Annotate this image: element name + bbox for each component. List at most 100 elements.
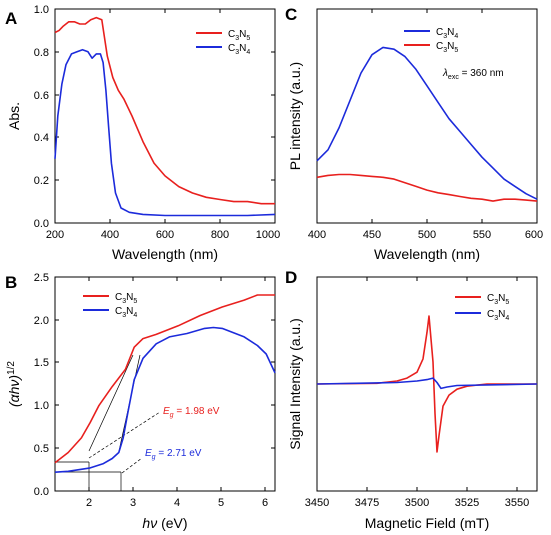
x-axis-label-d: Magnetic Field (mT) bbox=[365, 515, 489, 531]
x-axis-label-b: hν (eV) bbox=[142, 515, 187, 531]
x-tick-label: 3450 bbox=[305, 497, 329, 509]
series-lines-b bbox=[54, 294, 276, 473]
x-axis-label-b-unit: (eV) bbox=[157, 515, 187, 531]
y-tick-label: 1.0 bbox=[34, 400, 49, 412]
legend-label-c3n4: C3N4 bbox=[228, 43, 250, 56]
y-axis-label-b-main: (αhν) bbox=[6, 375, 22, 407]
x-tick-label: 4 bbox=[174, 497, 180, 509]
panel-d: 3450 3475 3500 3525 3550 Magnetic Field … bbox=[287, 276, 538, 531]
legend-b: C3N5 C3N4 bbox=[83, 292, 137, 319]
axis-ticks-d bbox=[316, 277, 518, 491]
series-line-c3n4 bbox=[316, 46, 538, 200]
series-line-c3n5 bbox=[54, 294, 275, 464]
x-tick-label: 6 bbox=[262, 497, 268, 509]
x-axis-label-b-symbol: hν bbox=[142, 515, 157, 531]
y-tick-labels-b: 0.0 0.5 1.0 1.5 2.0 2.5 bbox=[34, 272, 49, 498]
x-tick-label: 450 bbox=[363, 229, 381, 241]
panel-c: 400 450 500 550 600 Wavelength (nm) PL i… bbox=[287, 8, 543, 262]
legend-label-c3n5: C3N5 bbox=[487, 293, 509, 306]
y-tick-labels-a: 0.0 0.2 0.4 0.6 0.8 1.0 bbox=[34, 4, 49, 230]
legend-a: C3N5 C3N4 bbox=[196, 29, 250, 56]
y-tick-label: 0.0 bbox=[34, 486, 49, 498]
axis-ticks-b bbox=[55, 276, 275, 492]
panel-b: 0.0 0.5 1.0 1.5 2.0 2.5 2 3 4 5 6 hν (eV… bbox=[6, 272, 276, 531]
lambda-sub: exc bbox=[448, 74, 459, 81]
plot-frame-b bbox=[54, 276, 276, 492]
series-line-c3n5 bbox=[54, 16, 275, 205]
x-tick-label: 3550 bbox=[505, 497, 529, 509]
excitation-annotation: λexc = 360 nm bbox=[442, 68, 504, 81]
x-tick-label: 600 bbox=[156, 229, 174, 241]
x-tick-label: 3525 bbox=[455, 497, 479, 509]
y-axis-label-b-sup: 1/2 bbox=[6, 361, 17, 375]
eg-symbol: E bbox=[145, 448, 152, 459]
panel-label-a: A bbox=[5, 9, 17, 28]
series-line-c3n5 bbox=[316, 315, 537, 453]
panel-label-c: C bbox=[285, 5, 297, 24]
y-tick-label: 0.0 bbox=[34, 218, 49, 230]
x-tick-labels-c: 400 450 500 550 600 bbox=[308, 229, 543, 241]
x-tick-label: 600 bbox=[525, 229, 543, 241]
axis-ticks-a bbox=[54, 8, 276, 224]
series-line-c3n5 bbox=[316, 173, 538, 202]
x-axis-label-c: Wavelength (nm) bbox=[374, 246, 480, 262]
series-lines-c bbox=[316, 46, 538, 202]
legend-label-c3n5: C3N5 bbox=[115, 292, 137, 305]
axis-ticks-c bbox=[316, 9, 538, 223]
y-tick-label: 0.4 bbox=[34, 132, 49, 144]
y-axis-label-a: Abs. bbox=[6, 102, 22, 130]
y-tick-label: 1.0 bbox=[34, 4, 49, 16]
legend-label-c3n4: C3N4 bbox=[487, 309, 509, 322]
legend-d: C3N5 C3N4 bbox=[455, 293, 509, 322]
y-axis-label-d: Signal Intensity (a.u.) bbox=[287, 318, 303, 450]
x-axis-label-a: Wavelength (nm) bbox=[112, 246, 218, 262]
x-tick-label: 3 bbox=[130, 497, 136, 509]
y-tick-label: 0.6 bbox=[34, 90, 49, 102]
x-tick-label: 1000 bbox=[256, 229, 280, 241]
panel-a: 0.0 0.2 0.4 0.6 0.8 1.0 200 400 600 800 … bbox=[6, 4, 280, 262]
y-tick-label: 1.5 bbox=[34, 357, 49, 369]
legend-label-c3n4: C3N4 bbox=[115, 306, 137, 319]
y-tick-label: 0.2 bbox=[34, 175, 49, 187]
plot-frame-a bbox=[54, 8, 276, 224]
eg-sub: g bbox=[152, 454, 156, 461]
eg-value: = 2.71 eV bbox=[156, 448, 202, 459]
y-axis-label-b: (αhν)1/2 bbox=[6, 361, 22, 407]
legend-label-c3n5: C3N5 bbox=[436, 41, 458, 54]
annotation-arrow-c3n4 bbox=[121, 457, 143, 474]
series-line-c3n4 bbox=[54, 48, 276, 217]
x-tick-labels-a: 200 400 600 800 1000 bbox=[46, 229, 280, 241]
panel-label-b: B bbox=[5, 273, 17, 292]
series-line-c3n4 bbox=[316, 377, 538, 390]
x-tick-label: 550 bbox=[473, 229, 491, 241]
eg-value: = 1.98 eV bbox=[174, 406, 220, 417]
x-tick-label: 2 bbox=[86, 497, 92, 509]
y-tick-label: 2.0 bbox=[34, 315, 49, 327]
x-tick-label: 5 bbox=[218, 497, 224, 509]
panel-label-d: D bbox=[285, 268, 297, 287]
x-tick-label: 3475 bbox=[355, 497, 379, 509]
x-tick-label: 200 bbox=[46, 229, 64, 241]
x-tick-labels-b: 2 3 4 5 6 bbox=[86, 497, 268, 509]
y-axis-label-c: PL intensity (a.u.) bbox=[287, 62, 303, 170]
x-tick-label: 800 bbox=[211, 229, 229, 241]
y-tick-label: 0.5 bbox=[34, 443, 49, 455]
x-tick-label: 500 bbox=[418, 229, 436, 241]
eg-symbol: E bbox=[163, 406, 170, 417]
y-tick-label: 0.8 bbox=[34, 47, 49, 59]
eg-annotation-c3n5: Eg = 1.98 eV bbox=[163, 406, 220, 419]
x-tick-label: 400 bbox=[308, 229, 326, 241]
lambda-symbol: λ bbox=[442, 68, 448, 79]
x-tick-labels-d: 3450 3475 3500 3525 3550 bbox=[305, 497, 529, 509]
series-line-c3n4 bbox=[54, 326, 276, 473]
eg-sub: g bbox=[170, 412, 174, 419]
tangent-line-c3n5 bbox=[88, 354, 134, 452]
x-tick-label: 3500 bbox=[405, 497, 429, 509]
legend-label-c3n4: C3N4 bbox=[436, 27, 458, 40]
legend-c: C3N4 C3N5 bbox=[404, 27, 458, 54]
legend-label-c3n5: C3N5 bbox=[228, 29, 250, 42]
series-lines-a bbox=[54, 16, 276, 217]
y-tick-label: 2.5 bbox=[34, 272, 49, 284]
series-lines-d bbox=[316, 315, 538, 453]
